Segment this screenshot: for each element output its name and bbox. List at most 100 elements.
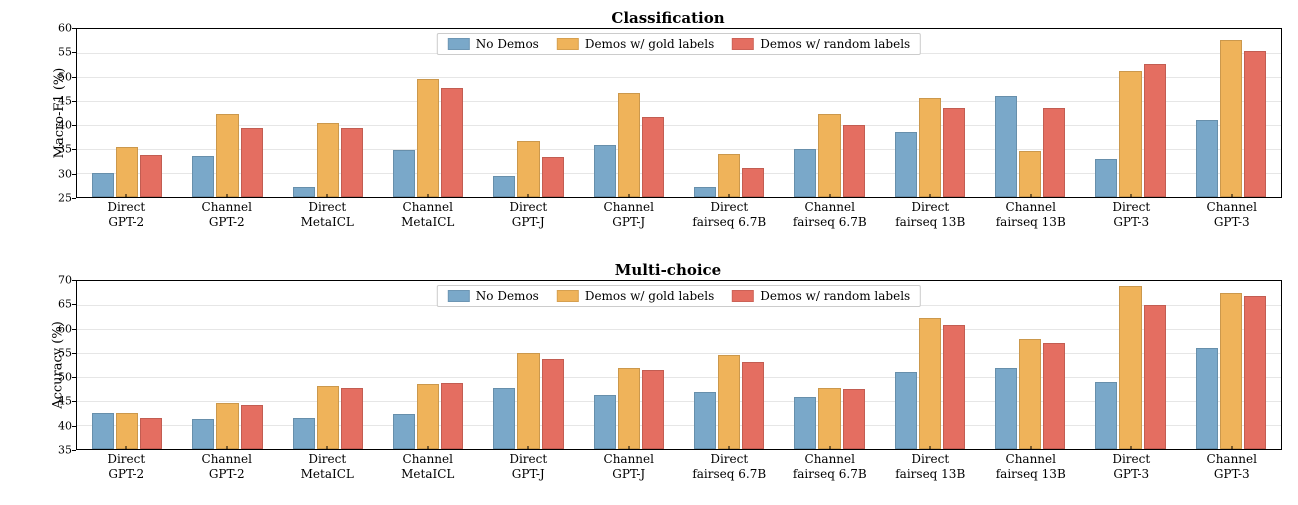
bar-no_demos	[1095, 159, 1117, 197]
bar-random	[742, 168, 764, 197]
bar-no_demos	[493, 388, 515, 449]
y-tick-label: 35	[42, 444, 72, 457]
x-tick-label: ChannelGPT-2	[202, 200, 252, 230]
x-tick-label: DirectGPT-J	[509, 452, 547, 482]
x-tick-label: Directfairseq 6.7B	[692, 200, 766, 230]
panel-multichoice: Multi-choice Accuracy (%) No Demos Demos…	[48, 260, 1288, 490]
bar-no_demos	[995, 96, 1017, 197]
swatch-no-demos	[448, 290, 470, 302]
bar-no_demos	[493, 176, 515, 197]
bar-random	[642, 117, 664, 197]
x-tick-label: ChannelGPT-2	[202, 452, 252, 482]
y-tick-label: 65	[42, 298, 72, 311]
bar-gold	[919, 318, 941, 449]
bar-random	[1144, 305, 1166, 449]
y-tick-label: 50	[42, 371, 72, 384]
x-tick-label: DirectGPT-2	[107, 200, 145, 230]
legend-label: No Demos	[476, 37, 539, 51]
x-tick-mark	[1030, 194, 1031, 198]
y-tick-mark	[72, 52, 76, 53]
y-tick-label: 45	[42, 395, 72, 408]
legend-item-gold: Demos w/ gold labels	[557, 289, 714, 303]
bar-random	[742, 362, 764, 449]
y-tick-mark	[72, 426, 76, 427]
legend-label: Demos w/ random labels	[760, 37, 910, 51]
x-tick-mark	[327, 446, 328, 450]
bar-no_demos	[794, 149, 816, 197]
bar-random	[542, 157, 564, 197]
bar-random	[140, 155, 162, 197]
bar-gold	[116, 413, 138, 449]
bar-gold	[417, 384, 439, 449]
bar-no_demos	[293, 418, 315, 449]
bar-random	[1244, 51, 1266, 197]
gridline	[77, 377, 1281, 378]
bar-random	[542, 359, 564, 449]
y-tick-label: 45	[42, 94, 72, 107]
gridline	[77, 329, 1281, 330]
y-tick-label: 50	[42, 70, 72, 83]
x-tick-mark	[327, 194, 328, 198]
bar-random	[441, 383, 463, 449]
legend-label: Demos w/ gold labels	[585, 289, 714, 303]
x-tick-label: ChannelGPT-3	[1207, 200, 1257, 230]
y-tick-mark	[72, 329, 76, 330]
x-tick-mark	[729, 446, 730, 450]
x-tick-mark	[1030, 446, 1031, 450]
y-tick-mark	[72, 174, 76, 175]
y-tick-label: 40	[42, 119, 72, 132]
x-tick-mark	[126, 446, 127, 450]
y-tick-mark	[72, 77, 76, 78]
x-tick-mark	[226, 446, 227, 450]
x-tick-label: Directfairseq 6.7B	[692, 452, 766, 482]
bar-no_demos	[192, 419, 214, 449]
bar-random	[1244, 296, 1266, 449]
x-tick-mark	[1131, 446, 1132, 450]
x-tick-label: DirectMetaICL	[301, 452, 354, 482]
bar-gold	[1019, 151, 1041, 197]
x-tick-mark	[1231, 446, 1232, 450]
x-tick-mark	[930, 194, 931, 198]
bar-gold	[517, 353, 539, 449]
bar-gold	[1220, 293, 1242, 449]
x-tick-label: ChannelMetaICL	[401, 200, 454, 230]
bar-gold	[1019, 339, 1041, 449]
y-tick-mark	[72, 353, 76, 354]
gridline	[77, 77, 1281, 78]
bar-no_demos	[895, 372, 917, 449]
bar-gold	[1220, 40, 1242, 197]
legend-item-no-demos: No Demos	[448, 37, 539, 51]
legend-label: No Demos	[476, 289, 539, 303]
x-tick-mark	[628, 194, 629, 198]
bar-random	[943, 325, 965, 449]
bar-no_demos	[694, 392, 716, 449]
bar-random	[1043, 108, 1065, 197]
legend-item-gold: Demos w/ gold labels	[557, 37, 714, 51]
panel-title: Classification	[48, 8, 1288, 28]
panel-classification: Classification Macro-F1 (%) No Demos Dem…	[48, 8, 1288, 238]
x-tick-mark	[528, 446, 529, 450]
y-tick-mark	[72, 28, 76, 29]
bar-random	[441, 88, 463, 197]
swatch-gold	[557, 290, 579, 302]
legend-label: Demos w/ random labels	[760, 289, 910, 303]
legend-item-random: Demos w/ random labels	[732, 289, 910, 303]
plot-outer: Macro-F1 (%) No Demos Demos w/ gold labe…	[48, 28, 1288, 198]
x-tick-label: DirectGPT-3	[1112, 452, 1150, 482]
y-tick-mark	[72, 125, 76, 126]
bar-gold	[116, 147, 138, 197]
bar-random	[943, 108, 965, 197]
y-tick-label: 40	[42, 419, 72, 432]
bar-random	[241, 405, 263, 449]
x-tick-label: ChannelGPT-J	[604, 200, 654, 230]
legend: No Demos Demos w/ gold labels Demos w/ r…	[437, 285, 921, 307]
bar-gold	[317, 123, 339, 197]
y-tick-mark	[72, 304, 76, 305]
x-tick-mark	[829, 446, 830, 450]
bar-random	[1043, 343, 1065, 449]
bar-gold	[517, 141, 539, 197]
x-tick-mark	[427, 194, 428, 198]
bar-random	[843, 125, 865, 197]
y-tick-label: 30	[42, 167, 72, 180]
bar-gold	[919, 98, 941, 197]
